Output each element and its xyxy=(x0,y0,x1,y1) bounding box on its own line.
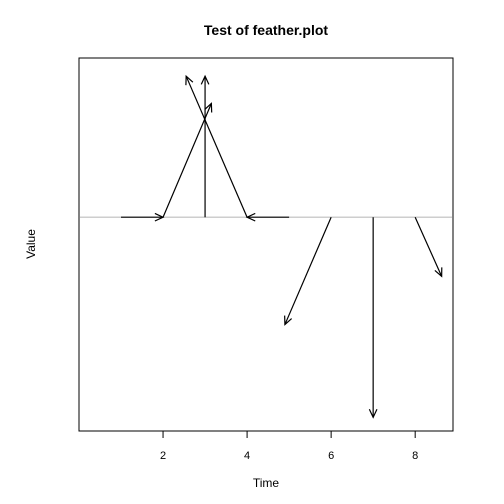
feather-arrowhead-8 xyxy=(434,267,443,278)
feather-arrowhead-5 xyxy=(245,212,256,222)
feather-arrowhead-6 xyxy=(284,315,293,326)
feather-arrowhead-2 xyxy=(204,102,213,113)
y-axis-label: Value xyxy=(24,229,38,259)
x-axis: 2 4 6 8 xyxy=(160,431,418,462)
feather-arrow-2 xyxy=(162,103,212,218)
x-tick-label-8: 8 xyxy=(412,450,418,462)
chart-title: Test of feather.plot xyxy=(204,22,329,38)
x-tick-label-2: 2 xyxy=(160,450,166,462)
feather-arrowhead-7 xyxy=(368,408,378,419)
plot-frame xyxy=(78,57,454,432)
x-tick-label-4: 4 xyxy=(244,450,250,462)
x-axis-label: Time xyxy=(253,476,280,490)
feather-arrow-8 xyxy=(414,216,443,277)
x-tick-label-6: 6 xyxy=(328,450,334,462)
feather-arrow-4 xyxy=(185,75,248,218)
feather-arrowhead-3 xyxy=(200,74,210,85)
feather-arrowhead-4 xyxy=(185,74,194,86)
feather-arrow-6 xyxy=(284,216,332,325)
feathers-group xyxy=(121,74,443,419)
